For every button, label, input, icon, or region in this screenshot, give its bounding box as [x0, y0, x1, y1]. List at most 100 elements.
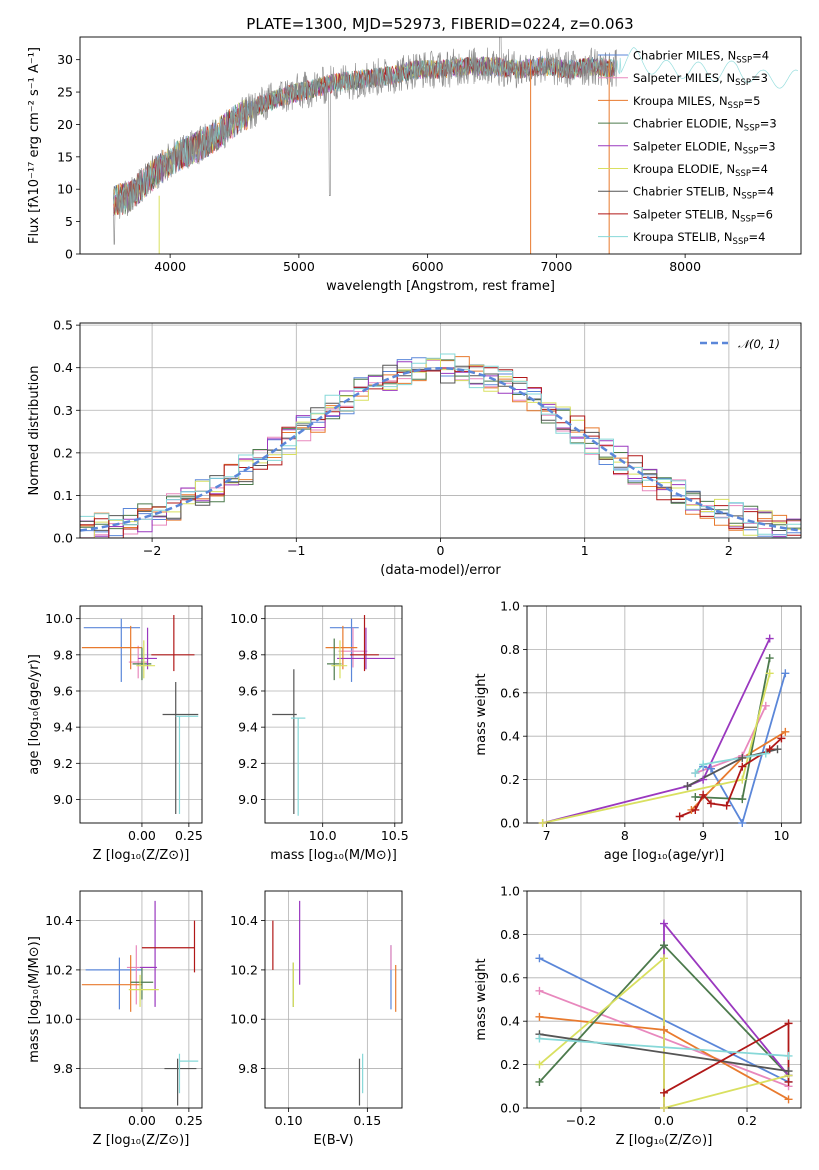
x-tick-label: 0.10	[275, 1113, 303, 1128]
histogram-step	[80, 364, 801, 531]
mass-weight-marker	[535, 1034, 544, 1043]
mass-weight-marker	[535, 1060, 544, 1069]
y-axis-label: mass weight	[474, 673, 489, 755]
x-tick-label: −0.2	[566, 1113, 596, 1128]
mass-vs-extinction-axes: 0.10 0.15 9.8 10.0 10.2 10.4	[230, 891, 402, 1128]
x-tick-label: 5000	[283, 259, 315, 274]
mass-weight-marker	[722, 801, 731, 810]
y-tick-label: 10.0	[230, 611, 258, 626]
mass-weight-vs-metallicity-axes: −0.2 0.0 0.2 0.0 0.2 0.4 0.6 0.8 1.0	[500, 884, 801, 1128]
x-tick-label: 1	[581, 543, 589, 558]
mass-weight-marker	[738, 775, 747, 784]
legend-entry: Chabrier MILES, NSSP=4	[633, 49, 769, 66]
mass-weight-marker	[781, 727, 790, 736]
y-tick-label: 10.4	[230, 913, 258, 928]
y-tick-label: 15	[57, 149, 73, 164]
y-tick-label: 9.8	[238, 647, 258, 662]
legend-entry: Chabrier ELODIE, NSSP=3	[633, 117, 777, 134]
y-tick-label: 9.8	[238, 1061, 258, 1076]
mass-weight-marker	[699, 775, 708, 784]
x-axis-label: Z [log₁₀(Z/Z⊙)]	[93, 1133, 190, 1148]
legend-entry: Kroupa MILES, NSSP=5	[633, 94, 760, 111]
y-tick-label: 1.0	[500, 884, 520, 899]
y-tick-label: 10.0	[45, 611, 73, 626]
legend-entry: Salpeter MILES, NSSP=3	[633, 71, 768, 88]
residual-histogram-plot-area	[80, 353, 801, 538]
y-tick-label: 5	[65, 214, 73, 229]
x-axis-label: mass [log₁₀(M/M⊙)]	[270, 848, 397, 863]
mass-weight-marker	[784, 1051, 793, 1060]
x-tick-label: −1	[287, 543, 305, 558]
x-tick-label: 10.5	[381, 828, 409, 843]
mass-weight-marker	[765, 634, 774, 643]
y-tick-label: 0.4	[53, 360, 73, 375]
y-tick-label: 0.0	[500, 1101, 520, 1116]
y-tick-label: 10.0	[230, 1012, 258, 1027]
y-tick-label: 9.4	[53, 720, 73, 735]
age-vs-mass-frame	[264, 605, 403, 824]
y-tick-label: 0.5	[53, 318, 73, 333]
mass-vs-extinction-plot-area	[272, 900, 397, 1106]
y-tick-label: 0.2	[53, 445, 73, 460]
mass-vs-extinction-frame	[264, 890, 403, 1109]
y-tick-label: 10	[57, 182, 73, 197]
age-vs-mass-plot-area	[272, 615, 395, 816]
x-axis-label: wavelength [Angstrom, rest frame]	[326, 279, 555, 294]
legend-entry: Chabrier STELIB, NSSP=4	[633, 185, 774, 202]
mass-weight-marker	[691, 769, 700, 778]
mass-weight-marker	[706, 764, 715, 773]
x-tick-label: 10.0	[309, 828, 337, 843]
x-tick-label: 7	[543, 828, 551, 843]
spectrum-plot-area	[113, 37, 799, 254]
mass-weight-vs-metallicity-plot-area	[538, 920, 790, 1108]
legend-entry: 𝒩(0, 1)	[738, 337, 780, 351]
y-axis-label: mass [log₁₀(M/M⊙)]	[27, 936, 42, 1063]
mass-weight-marker	[784, 1095, 793, 1104]
y-axis-label: mass weight	[474, 958, 489, 1040]
x-axis-label: Z [log₁₀(Z/Z⊙)]	[93, 848, 190, 863]
legend-entry: Kroupa STELIB, NSSP=4	[633, 230, 765, 247]
spectrum-axes: 4000 5000 6000 7000 8000 0 5 10 15 20 25 30	[57, 52, 701, 274]
mass-weight-line	[539, 1033, 789, 1072]
mass-weight-line	[539, 1037, 789, 1057]
x-tick-label: 9	[699, 828, 707, 843]
y-tick-label: 0.8	[500, 927, 520, 942]
x-tick-label: 0	[437, 543, 445, 558]
spectrum-legend: Chabrier MILES, NSSP=4 Salpeter MILES, NS…	[598, 49, 777, 247]
y-tick-label: 9.6	[53, 683, 73, 698]
mass-weight-marker	[675, 812, 684, 821]
y-tick-label: 0.4	[500, 729, 520, 744]
mass-weight-marker	[660, 954, 668, 963]
mass-weight-line	[695, 657, 771, 801]
x-axis-label: Z [log₁₀(Z/Z⊙)]	[616, 1133, 713, 1148]
y-tick-label: 10.4	[45, 913, 73, 928]
mass-weight-marker	[699, 790, 708, 799]
y-tick-label: 0.2	[500, 772, 520, 787]
y-tick-label: 25	[57, 85, 73, 100]
mass-weight-marker	[660, 1025, 668, 1034]
y-tick-label: 0.3	[53, 403, 73, 418]
data-spectrum-line	[113, 37, 617, 245]
y-tick-label: 0.1	[53, 488, 73, 503]
y-tick-label: 9.0	[238, 792, 258, 807]
y-axis-label: Flux [fλ10⁻¹⁷ erg cm⁻² s⁻¹ A⁻¹]	[27, 47, 42, 244]
y-tick-label: 20	[57, 117, 73, 132]
histogram-step	[80, 358, 801, 538]
y-tick-label: 9.8	[53, 647, 73, 662]
mass-weight-marker	[765, 654, 774, 663]
y-tick-label: 9.4	[238, 720, 258, 735]
mass-weight-marker	[538, 819, 547, 827]
normal-curve	[80, 366, 801, 532]
mass-weight-marker	[535, 1077, 544, 1086]
age-vs-mass-axes: 10.0 10.5 9.0 9.2 9.4 9.6 9.8 10.0	[230, 606, 409, 843]
y-tick-label: 0.6	[500, 970, 520, 985]
mass-weight-marker	[765, 669, 774, 678]
mass-weight-marker	[738, 753, 747, 762]
spectrum-frame	[79, 36, 802, 255]
mass-weight-marker	[773, 745, 782, 754]
x-tick-label: 0.25	[175, 828, 203, 843]
mass-weight-vs-age-frame	[526, 605, 802, 824]
mass-weight-marker	[691, 805, 700, 814]
mass-weight-marker	[660, 919, 668, 928]
mass-weight-marker	[738, 762, 747, 771]
